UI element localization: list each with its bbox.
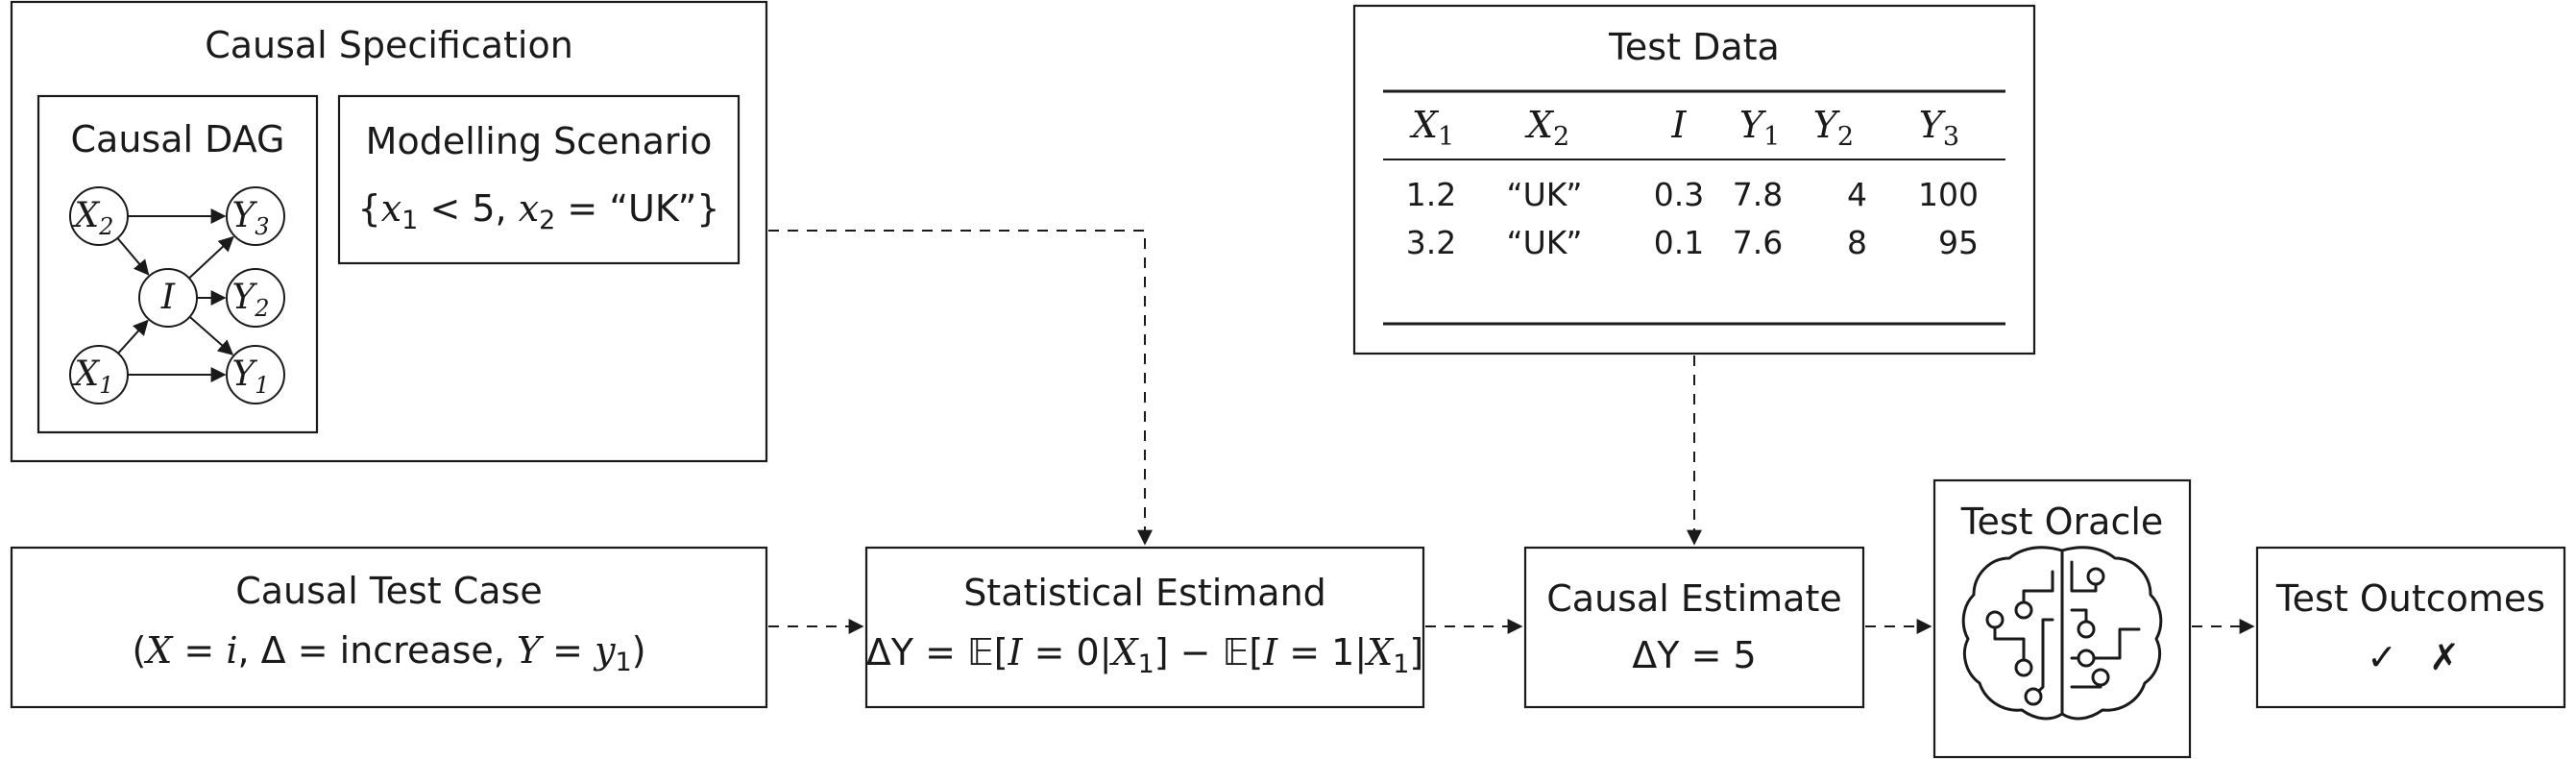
dag-node-i: I	[138, 268, 198, 328]
svg-text:I: I	[160, 278, 176, 317]
dag-edge-i-y3	[188, 235, 234, 280]
causal-estimate-title: Causal Estimate	[1546, 577, 1841, 620]
causal-estimate-panel: Causal Estimate ΔY = 5	[1523, 546, 1865, 709]
dag-node-y3: Y3	[226, 186, 285, 246]
causal-test-case-title: Causal Test Case	[235, 570, 543, 612]
table-cell: “UK”	[1507, 224, 1583, 261]
causal-specification-title: Causal Specification	[205, 24, 573, 66]
table-cell: 4	[1847, 176, 1867, 213]
table-cell: 100	[1918, 176, 1979, 213]
causal-dag-panel: Causal DAG X2 X1 I Y3 Y2 Y1	[36, 94, 319, 434]
table-cell: 1.2	[1406, 176, 1456, 213]
test-oracle-panel: Test Oracle	[1932, 478, 2192, 759]
test-data-panel: Test Data X1 X2 I Y1 Y2 Y3 1.2 “UK” 0.3 7.8 4 100 3…	[1352, 4, 2036, 355]
test-outcomes-panel: Test Outcomes ✓ ✗	[2255, 546, 2566, 709]
modelling-scenario-constraint: {x1 < 5, x2 = “UK”}	[358, 187, 720, 235]
table-cell: 0.3	[1654, 176, 1704, 213]
test-data-rows: 1.2 “UK” 0.3 7.8 4 100 3.2 “UK” 0.1 7.6 8 95	[1406, 176, 1979, 261]
table-header-2: I	[1670, 104, 1687, 146]
connectors	[768, 230, 2255, 634]
modelling-scenario-panel: Modelling Scenario {x1 < 5, x2 = “UK”}	[337, 94, 741, 265]
dag-node-x1: X1	[69, 345, 129, 404]
causal-specification-panel: Causal Specification Causal DAG X2 X1 I Y3 Y…	[10, 0, 768, 463]
table-header-4: Y2	[1813, 104, 1854, 152]
causal-estimate-value: ΔY = 5	[1632, 634, 1756, 676]
table-cell: 8	[1847, 224, 1867, 261]
svg-text:X1: X1	[72, 355, 114, 399]
statistical-estimand-panel: Statistical Estimand ΔY = 𝔼[I = 0|X1] − …	[864, 546, 1425, 709]
table-header-1: X2	[1524, 104, 1569, 152]
table-cell: 95	[1938, 224, 1979, 261]
test-data-title: Test Data	[1608, 26, 1780, 68]
modelling-scenario-title: Modelling Scenario	[366, 120, 713, 162]
connector-spec-to-estimand	[768, 230, 1153, 546]
svg-text:X2: X2	[72, 196, 114, 240]
table-cell: 7.8	[1733, 176, 1783, 213]
causal-test-case-panel: Causal Test Case (X = i, Δ = increase, Y…	[10, 546, 768, 709]
table-header-3: Y1	[1739, 104, 1780, 152]
table-cell: 3.2	[1406, 224, 1456, 261]
causal-dag-title: Causal DAG	[71, 118, 285, 160]
dag-node-y2: Y2	[226, 268, 285, 328]
pass-icon: ✓	[2367, 636, 2397, 678]
dag-edges	[116, 208, 234, 382]
causal-test-case-expression: (X = i, Δ = increase, Y = y1)	[132, 629, 645, 677]
dag-edge-x2-i	[116, 237, 150, 276]
dag-nodes: X2 X1 I Y3 Y2 Y1	[69, 186, 285, 404]
statistical-estimand-title: Statistical Estimand	[963, 572, 1326, 614]
dag-node-x2: X2	[69, 186, 129, 246]
dag-node-y1: Y1	[226, 345, 285, 404]
brain-circuit-icon	[1961, 546, 2163, 721]
test-outcomes-title: Test Outcomes	[2275, 577, 2545, 620]
statistical-estimand-expression: ΔY = 𝔼[I = 0|X1] − 𝔼[I = 1|X1]	[866, 631, 1423, 679]
svg-text:Y1: Y1	[231, 355, 269, 399]
table-cell: “UK”	[1507, 176, 1583, 213]
test-data-header: X1 X2 I Y1 Y2 Y3	[1409, 104, 1959, 152]
table-header-0: X1	[1409, 104, 1454, 152]
dag-edge-i-y1	[188, 316, 234, 355]
table-header-5: Y3	[1919, 104, 1959, 152]
svg-text:Y3: Y3	[231, 196, 269, 240]
dag-edge-x1-i	[117, 319, 149, 355]
test-oracle-title: Test Oracle	[1960, 501, 2164, 543]
table-cell: 7.6	[1733, 224, 1783, 261]
fail-icon: ✗	[2429, 636, 2460, 678]
table-cell: 0.1	[1654, 224, 1704, 261]
svg-text:Y2: Y2	[231, 278, 269, 322]
